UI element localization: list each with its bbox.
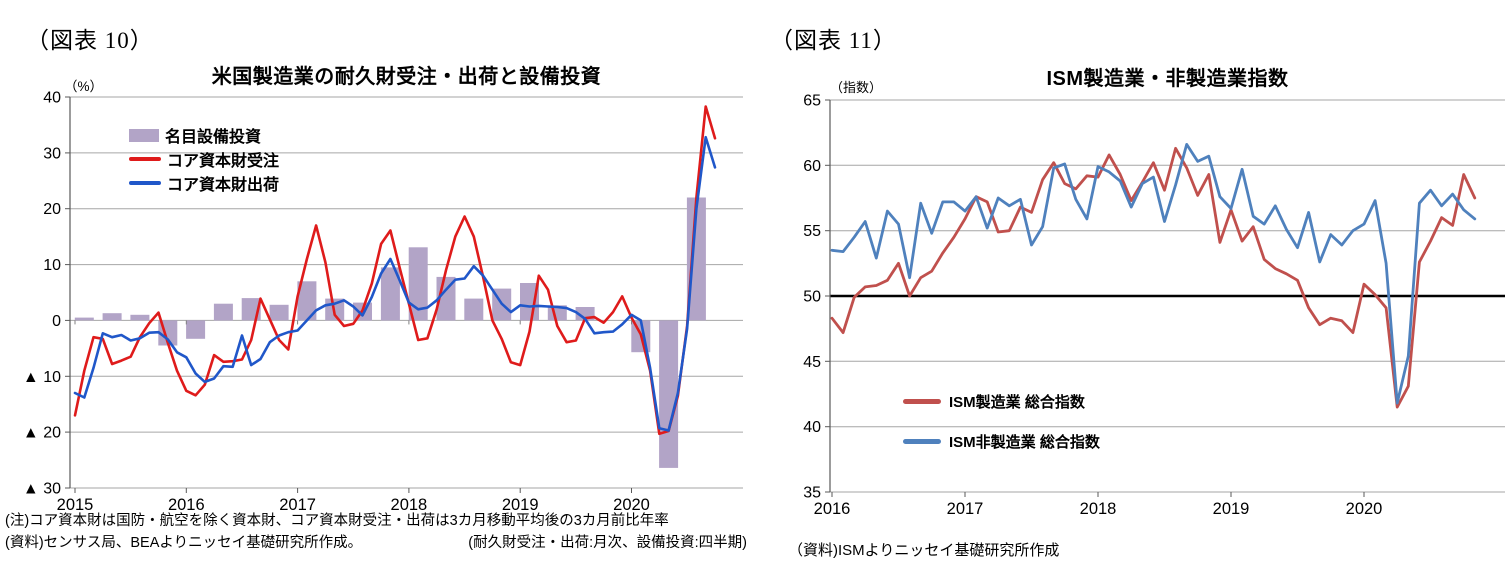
y-tick-label: 65 — [803, 93, 821, 110]
figure10-notes: (注)コア資本財は国防・航空を除く資本財、コア資本財受注・出荷は3カ月移動平均後… — [5, 510, 747, 554]
figure10-title: 米国製造業の耐久財受注・出荷と設備投資 — [211, 66, 602, 88]
legend-label-ism-nonmanufacturing: ISM非製造業 総合指数 — [949, 433, 1100, 451]
figure11-legend: ISM製造業 総合指数 ISM非製造業 総合指数 — [903, 391, 1100, 471]
nominal-capex-bars — [186, 320, 206, 339]
y-tick-label: ▲ 10 — [23, 369, 61, 386]
legend-label-capex: 名目設備投資 — [165, 129, 262, 146]
x-tick-label: 2016 — [168, 496, 205, 514]
figure10-unit-label: （%） — [64, 79, 104, 94]
y-tick-label: 0 — [52, 313, 61, 330]
y-tick-label: 60 — [803, 158, 821, 175]
legend-label-ism-manufacturing: ISM製造業 総合指数 — [949, 393, 1085, 411]
ism-nonmanufacturing-line-swatch-icon — [903, 438, 941, 444]
x-tick-label: 2019 — [1213, 500, 1250, 516]
y-tick-label: 10 — [43, 257, 61, 274]
shipments-line-swatch-icon — [129, 181, 161, 185]
nominal-capex-bars — [659, 320, 679, 468]
figure11-unit-label: （指数） — [830, 80, 883, 95]
x-tick-label: 2017 — [279, 496, 316, 514]
legend-item-shipments: コア資本財出荷 — [129, 171, 279, 195]
ism-nonmanufacturing-line — [830, 143, 1477, 405]
figure10-label: （図表 10） — [26, 28, 154, 53]
y-tick-label: 40 — [803, 419, 821, 436]
x-tick-label: 2018 — [391, 496, 428, 514]
figure10-legend: 名目設備投資 コア資本財受注 コア資本財出荷 — [129, 123, 279, 195]
legend-item-orders: コア資本財受注 — [129, 147, 279, 171]
nominal-capex-bars — [408, 247, 428, 321]
y-tick-label: 30 — [43, 145, 61, 162]
figure11-title: ISM製造業・非製造業指数 — [1046, 68, 1289, 90]
ism-manufacturing-line-swatch-icon — [903, 398, 941, 404]
y-tick-label: ▲ 20 — [23, 425, 61, 442]
core-capex-shipments-line — [73, 135, 717, 432]
nominal-capex-bars — [74, 317, 94, 321]
orders-line-swatch-icon — [129, 157, 161, 161]
nominal-capex-bars — [464, 298, 484, 321]
nominal-capex-bars — [213, 303, 233, 321]
nominal-capex-bars — [297, 281, 317, 321]
y-tick-label: 20 — [43, 201, 61, 218]
x-tick-label: 2016 — [814, 500, 851, 516]
legend-item-ism-nonmanufacturing: ISM非製造業 総合指数 — [903, 431, 1100, 451]
y-tick-label: 40 — [43, 90, 61, 107]
y-tick-label: 45 — [803, 354, 821, 371]
nominal-capex-bars — [130, 314, 150, 321]
capex-bar-swatch-icon — [129, 128, 159, 142]
nominal-capex-bars — [380, 267, 400, 321]
figure11-label: （図表 11） — [770, 28, 897, 53]
y-tick-label: ▲ 30 — [23, 481, 61, 498]
legend-label-orders: コア資本財受注 — [167, 153, 280, 170]
figure10-frequency-note: (耐久財受注・出荷:月次、設備投資:四半期) — [468, 535, 747, 551]
nominal-capex-bars — [269, 304, 289, 321]
legend-label-shipments: コア資本財出荷 — [167, 177, 280, 194]
nominal-capex-bars — [520, 283, 539, 321]
nominal-capex-bars — [102, 313, 122, 321]
x-tick-label: 2018 — [1080, 500, 1117, 516]
figure10-source: (資料)センサス局、BEAよりニッセイ基礎研究所作成。 — [5, 535, 363, 551]
x-tick-label: 2015 — [57, 496, 94, 514]
figure11-source: （資料)ISMよりニッセイ基礎研究所作成 — [788, 542, 1060, 559]
x-tick-label: 2019 — [502, 496, 539, 514]
core-capex-orders-line — [73, 105, 717, 436]
figure10-note-line2: (資料)センサス局、BEAよりニッセイ基礎研究所作成。 (耐久財受注・出荷:月次… — [5, 532, 747, 554]
y-tick-label: 50 — [803, 289, 821, 306]
x-tick-label: 2017 — [947, 500, 984, 516]
y-tick-label: 35 — [803, 485, 821, 502]
legend-item-capex: 名目設備投資 — [129, 123, 279, 147]
nominal-capex-bars — [686, 197, 706, 321]
x-tick-label: 2020 — [613, 496, 650, 514]
legend-item-ism-manufacturing: ISM製造業 総合指数 — [903, 391, 1100, 411]
ism-manufacturing-line — [830, 146, 1477, 409]
y-tick-label: 55 — [803, 223, 821, 240]
figure10-note-line1: (注)コア資本財は国防・航空を除く資本財、コア資本財受注・出荷は3カ月移動平均後… — [5, 513, 669, 529]
x-tick-label: 2020 — [1346, 500, 1383, 516]
